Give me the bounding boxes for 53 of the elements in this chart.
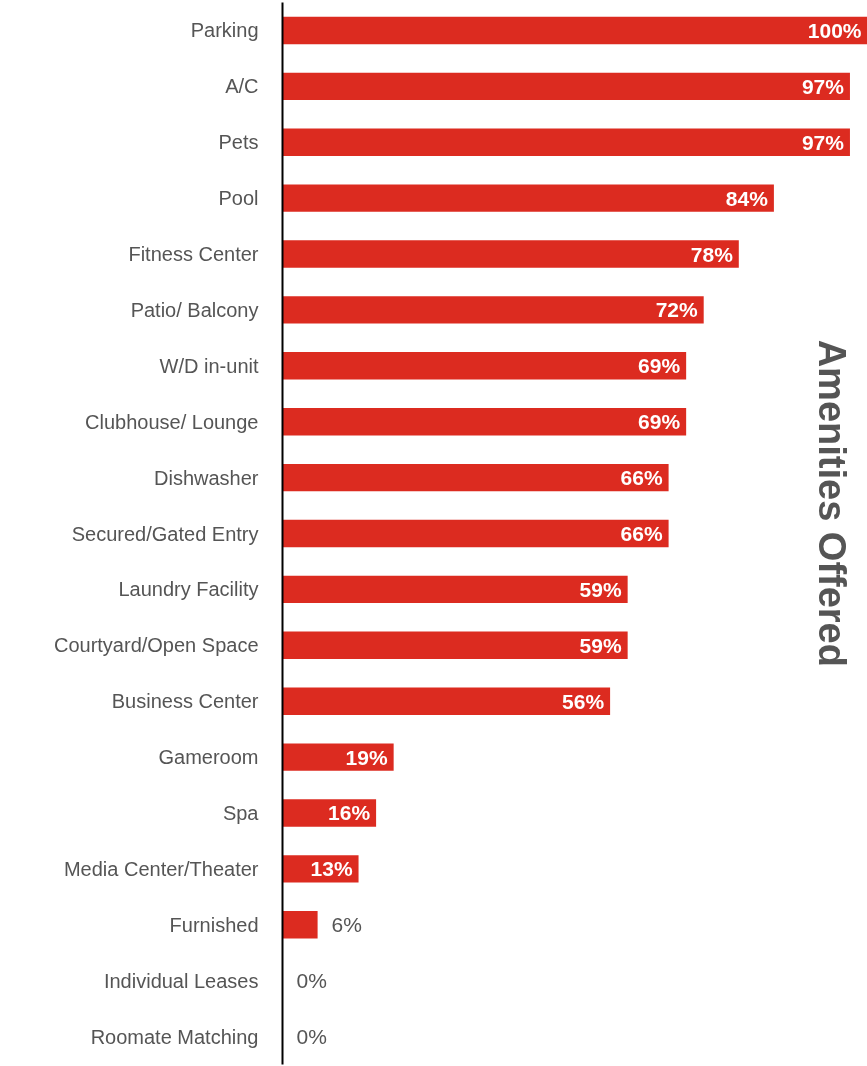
y-tick-label: Media Center/Theater [63,857,259,880]
y-tick-label: A/C [225,75,259,98]
y-tick-label: Laundry Facility [118,578,259,601]
bar [282,575,628,604]
bar [282,408,687,436]
data-label: 59% [579,577,622,601]
data-label: 100% [807,18,862,42]
bar [282,519,669,548]
y-tick-label: Patio/ Balcony [130,298,259,321]
data-label: 56% [562,689,605,713]
y-tick-label: Spa [222,801,260,824]
y-tick-label: Secured/Gated Entry [71,522,259,545]
bar [282,296,704,324]
bar [282,16,867,45]
data-label: 97% [801,130,845,154]
bar [282,352,687,380]
y-tick-label: Business Center [111,690,259,713]
bar [282,240,739,268]
y-tick-label: Gameroom [158,746,259,769]
data-label: 0% [296,1025,327,1049]
y-tick-label: Fitness Center [128,243,259,266]
y-tick-label: Courtyard/Open Space [53,634,259,657]
data-label: 69% [638,410,681,434]
y-tick-label: Individual Leases [103,969,259,992]
data-label: 97% [801,74,845,98]
y-tick-label: Pool [218,187,259,210]
y-tick-label: Pets [218,131,259,154]
text: Amenities Offered [811,339,854,667]
data-label: 13% [310,857,353,881]
data-label: 19% [345,745,388,769]
y-tick-label: W/D in-unit [159,354,259,377]
y-tick-label: Clubhouse/ Lounge [85,410,259,433]
data-label: 59% [579,633,622,657]
y-tick-label: Roomate Matching [90,1025,259,1048]
data-label: 0% [296,969,327,993]
data-label: 66% [620,466,663,490]
y-tick-label: Furnished [169,913,259,936]
data-label: 6% [331,913,362,937]
data-label: 66% [620,522,663,545]
bar [282,184,774,212]
data-label: 72% [655,298,699,322]
data-label: 78% [690,242,734,266]
bar [282,911,318,939]
bar [282,128,850,156]
y-tick-label: Dishwasher [154,466,259,489]
bar [282,463,669,492]
bar [282,631,628,659]
y-tick-label: Parking [190,19,259,42]
data-label: 16% [328,801,371,825]
data-label: 69% [638,354,681,378]
bar [282,72,850,101]
bar [282,687,611,715]
data-label: 84% [725,186,769,210]
